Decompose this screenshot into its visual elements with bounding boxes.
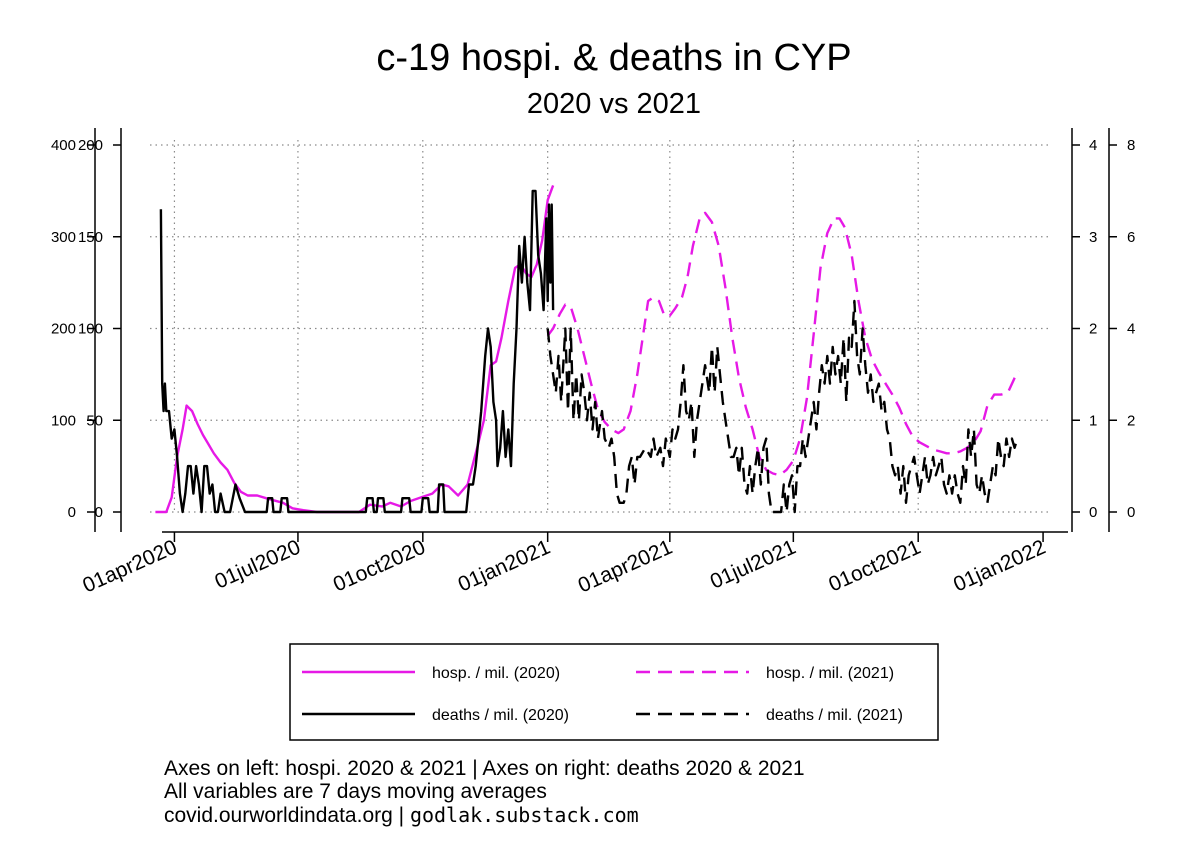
y-tick-label-outer-left: 0	[68, 504, 76, 521]
x-tick-label: 01jan2021	[455, 536, 554, 597]
signature: godlak.substack.com	[409, 803, 639, 827]
series-line-hosp-mil-2021-	[546, 211, 1020, 477]
series-lines	[155, 184, 1020, 514]
y-tick-label-outer-left: 300	[51, 229, 76, 246]
y-tick-label-inner-right: 2	[1089, 321, 1097, 338]
x-tick-label: 01jul2021	[707, 536, 800, 594]
note-source: covid.ourworldindata.org | godlak.substa…	[164, 804, 639, 827]
series-line-deaths-mil-2020-	[159, 189, 555, 514]
y-tick-label-outer-right: 2	[1127, 412, 1135, 429]
note-source-text: covid.ourworldindata.org |	[164, 804, 405, 827]
y-tick-label-outer-left: 100	[51, 412, 76, 429]
y-tick-label-outer-left: 200	[51, 321, 76, 338]
series-line-deaths-mil-2021-	[546, 299, 1019, 514]
x-tick-label: 01oct2021	[825, 536, 924, 597]
chart-axes	[87, 128, 1117, 542]
legend-label: deaths / mil. (2020)	[432, 707, 569, 724]
y-tick-label-outer-left: 400	[51, 137, 76, 154]
y-tick-label-inner-left: 0	[95, 504, 103, 521]
y-tick-label-outer-right: 8	[1127, 137, 1135, 154]
x-tick-label: 01oct2020	[330, 536, 429, 597]
x-tick-label: 01apr2021	[575, 536, 676, 598]
legend-box	[289, 643, 939, 741]
y-tick-label-outer-right: 4	[1127, 321, 1135, 338]
legend: hosp. / mil. (2020) hosp. / mil. (2021) de…	[289, 643, 939, 741]
y-tick-label-inner-right: 0	[1089, 504, 1097, 521]
y-tick-label-outer-right: 6	[1127, 229, 1135, 246]
y-tick-label-inner-left: 200	[78, 137, 103, 154]
x-tick-label: 01apr2020	[79, 536, 180, 598]
note-axes: Axes on left: hospi. 2020 & 2021 | Axes …	[164, 757, 805, 780]
legend-label: hosp. / mil. (2020)	[432, 665, 560, 682]
x-tick-label: 01jan2022	[950, 536, 1049, 597]
chart-subtitle: 2020 vs 2021	[527, 88, 701, 120]
legend-label: deaths / mil. (2021)	[766, 707, 903, 724]
y-tick-label-inner-right: 4	[1089, 137, 1097, 154]
y-tick-label-outer-right: 0	[1127, 504, 1135, 521]
y-tick-label-inner-left: 50	[86, 412, 103, 429]
chart-title: c-19 hospi. & deaths in CYP	[376, 37, 851, 79]
y-tick-label-inner-left: 150	[78, 229, 103, 246]
y-tick-label-inner-right: 1	[1089, 412, 1097, 429]
legend-label: hosp. / mil. (2021)	[766, 665, 894, 682]
note-moving-average: All variables are 7 days moving averages	[164, 780, 547, 803]
y-tick-label-inner-right: 3	[1089, 229, 1097, 246]
y-tick-label-inner-left: 100	[78, 321, 103, 338]
series-line-hosp-mil-2020-	[155, 184, 555, 514]
x-tick-label: 01jul2020	[211, 536, 304, 594]
grid-lines	[150, 140, 1052, 514]
